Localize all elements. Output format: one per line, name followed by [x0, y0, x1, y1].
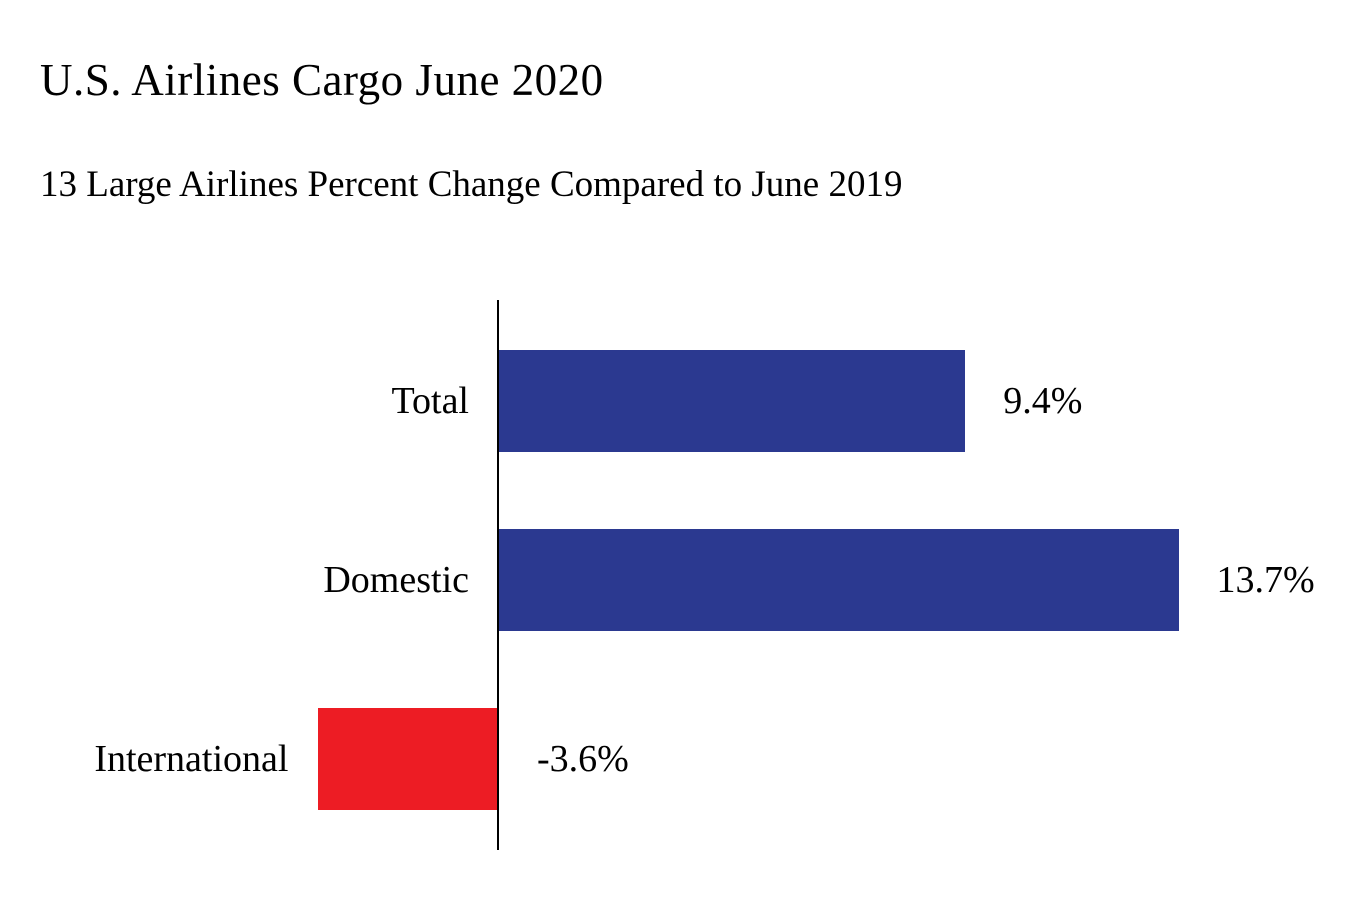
category-label-international: International: [94, 738, 289, 780]
bar-international: [318, 708, 497, 810]
bar-domestic: [499, 529, 1179, 631]
value-label-domestic: 13.7%: [1216, 559, 1315, 601]
chart-title: U.S. Airlines Cargo June 2020: [40, 55, 604, 105]
category-label-total: Total: [391, 380, 469, 422]
chart-subtitle: 13 Large Airlines Percent Change Compare…: [40, 164, 903, 205]
value-label-international: -3.6%: [537, 738, 629, 780]
bar-total: [499, 350, 966, 452]
baseline-axis: [497, 300, 499, 850]
category-label-domestic: Domestic: [323, 559, 469, 601]
value-label-total: 9.4%: [1003, 380, 1083, 422]
